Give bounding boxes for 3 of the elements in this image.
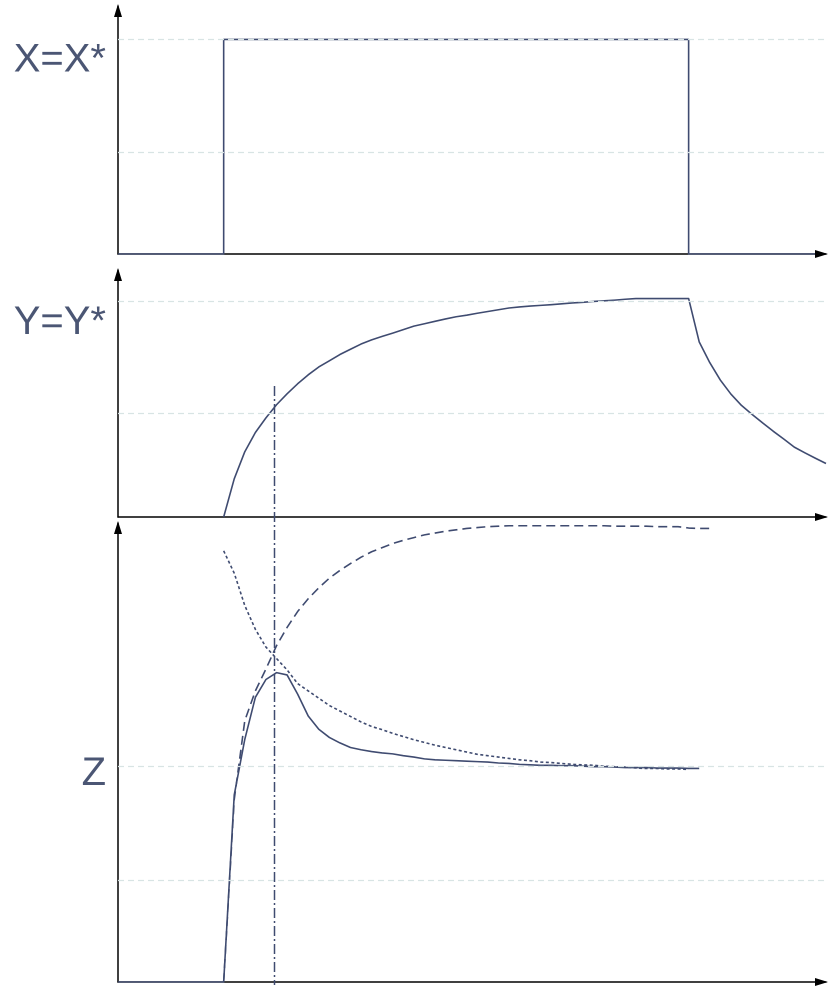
ref-line-label: Y=Y* xyxy=(14,298,106,343)
ref-line-label: X=X* xyxy=(14,36,106,80)
ref-line-label: Z xyxy=(82,750,106,794)
